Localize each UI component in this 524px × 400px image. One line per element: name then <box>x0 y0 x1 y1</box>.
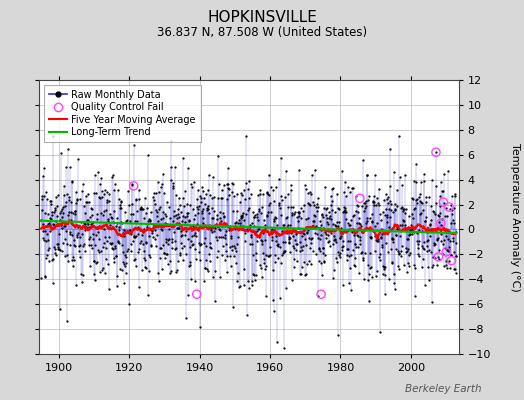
Legend: Raw Monthly Data, Quality Control Fail, Five Year Moving Average, Long-Term Tren: Raw Monthly Data, Quality Control Fail, … <box>44 85 201 142</box>
Text: HOPKINSVILLE: HOPKINSVILLE <box>207 10 317 25</box>
Point <box>436 220 445 226</box>
Point <box>193 291 201 298</box>
Point <box>356 195 364 202</box>
Text: 36.837 N, 87.508 W (United States): 36.837 N, 87.508 W (United States) <box>157 26 367 39</box>
Y-axis label: Temperature Anomaly (°C): Temperature Anomaly (°C) <box>510 143 520 291</box>
Point <box>442 249 450 255</box>
Point <box>439 199 447 205</box>
Point <box>445 204 453 210</box>
Point <box>317 291 325 298</box>
Text: Berkeley Earth: Berkeley Earth <box>406 384 482 394</box>
Point <box>432 149 440 156</box>
Point <box>434 254 443 260</box>
Point <box>129 183 138 189</box>
Point <box>447 257 456 264</box>
